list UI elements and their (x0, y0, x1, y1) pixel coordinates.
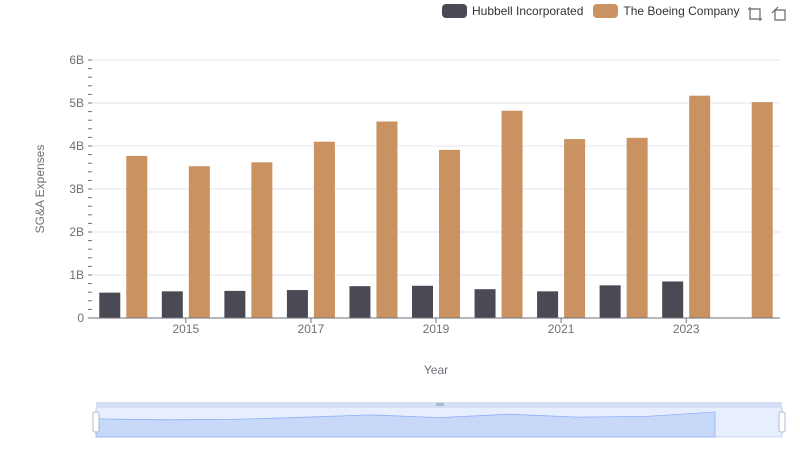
y-tick-label: 4B (69, 139, 84, 153)
bar-hubbell-2015[interactable] (161, 291, 183, 318)
y-axis-label: SG&A Expenses (33, 145, 47, 234)
y-tick-label: 3B (69, 182, 84, 196)
bar-boeing-2016[interactable] (251, 162, 273, 318)
legend-item-hubbell[interactable]: Hubbell Incorporated (442, 4, 583, 18)
slider-preview-area (95, 411, 716, 438)
bar-hubbell-2016[interactable] (224, 290, 246, 318)
y-tick-label: 6B (69, 53, 84, 67)
y-tick-label: 2B (69, 225, 84, 239)
y-tick-label: 1B (69, 268, 84, 282)
bar-boeing-2017[interactable] (313, 141, 335, 318)
bar-hubbell-2018[interactable] (349, 286, 371, 318)
bar-boeing-2015[interactable] (188, 166, 210, 318)
legend-swatch-boeing (593, 4, 619, 18)
slider-selection[interactable] (96, 407, 782, 437)
y-tick-label: 0 (77, 311, 84, 325)
legend-swatch-hubbell (442, 4, 467, 18)
bar-hubbell-2014[interactable] (99, 292, 121, 318)
toolbox (747, 6, 787, 22)
x-tick-label: 2015 (172, 322, 199, 336)
y-tick-label: 5B (69, 96, 84, 110)
bar-hubbell-2019[interactable] (412, 285, 433, 318)
bar-boeing-2020[interactable] (501, 110, 523, 319)
bar-boeing-2024[interactable] (751, 102, 773, 318)
slider-handle-right[interactable] (778, 411, 786, 433)
x-tick-label: 2021 (548, 322, 575, 336)
bar-hubbell-2021[interactable] (537, 291, 559, 318)
legend-item-boeing[interactable]: The Boeing Company (593, 4, 739, 18)
y-tick-labels: 0 1B 2B 3B 4B 5B 6B (69, 53, 84, 325)
bar-hubbell-2020[interactable] (474, 289, 496, 318)
legend-label-boeing: The Boeing Company (623, 4, 740, 18)
y-minor-ticks (88, 59, 92, 319)
legend: Hubbell Incorporated The Boeing Company (442, 4, 749, 18)
x-tick-label: 2017 (298, 322, 325, 336)
legend-label-hubbell: Hubbell Incorporated (472, 4, 584, 18)
bar-hubbell-2023[interactable] (662, 281, 684, 318)
bar-hubbell-2022[interactable] (599, 285, 621, 318)
slider-handle-left[interactable] (92, 411, 100, 433)
bar-boeing-2023[interactable] (689, 95, 711, 318)
data-zoom-slider[interactable] (92, 402, 786, 438)
bar-boeing-2021[interactable] (564, 139, 586, 318)
bar-hubbell-2017[interactable] (286, 290, 308, 318)
bar-boeing-2022[interactable] (626, 137, 648, 318)
x-tick-label: 2019 (423, 322, 450, 336)
slider-grip[interactable] (436, 403, 444, 406)
bar-boeing-2018[interactable] (376, 121, 398, 319)
bar-boeing-2014[interactable] (126, 155, 148, 318)
x-tick-labels: 2015 2017 2019 2021 2023 (172, 318, 700, 336)
bar-boeing-2019[interactable] (439, 149, 460, 318)
bar-series (99, 95, 773, 319)
zoom-icon[interactable] (747, 6, 763, 22)
x-tick-label: 2023 (673, 322, 700, 336)
x-axis-label: Year (424, 363, 448, 377)
restore-icon[interactable] (771, 6, 787, 22)
